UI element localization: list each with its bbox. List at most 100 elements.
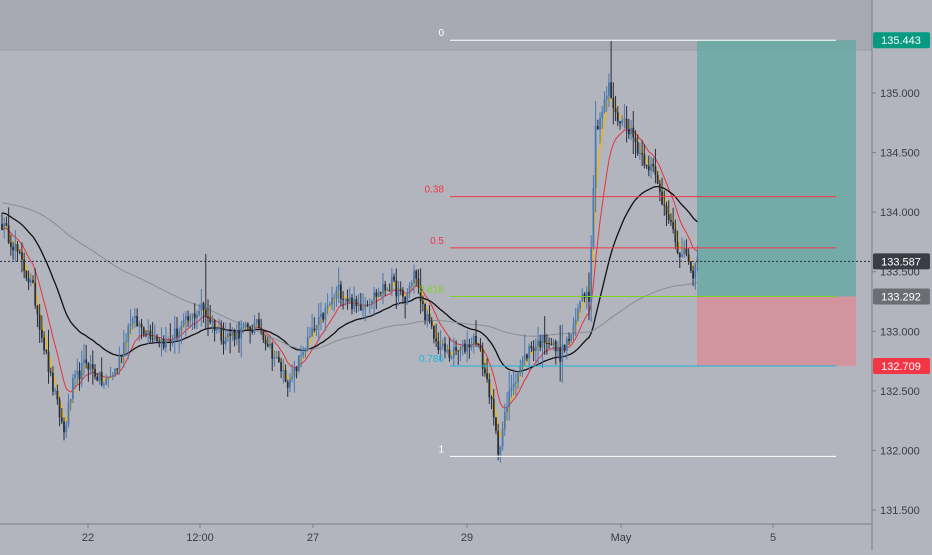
candle-body [342,298,345,300]
candle-body [681,254,683,258]
candle-body [421,301,424,305]
candle-body [408,285,411,294]
candle-body [448,349,451,358]
candle-body [490,397,493,400]
candle-body [654,166,657,175]
candle-body [337,284,340,291]
candle-body [3,223,6,230]
candle-body [694,262,697,279]
candle-body [249,326,251,331]
price-badges: 135.443 133.587 133.292 132.709 [873,32,930,374]
candle-body [246,323,249,327]
candle-body [568,338,570,341]
candle-body [140,323,143,328]
candle-body [29,280,32,283]
price-axis[interactable]: 135.000 134.500 134.000 133.500 133.000 132.5… [872,88,920,517]
candle-body [596,125,599,130]
candle-body [572,324,575,335]
price-badge [873,357,930,374]
candle-body [32,280,34,283]
candle-body [127,326,130,342]
candle-body [523,354,526,360]
candle-body [231,331,234,336]
candle-body [238,329,240,339]
candle-body [171,339,174,341]
candle-body [235,329,238,340]
candle-body [353,298,356,310]
candle-body [291,376,294,380]
candle-body [165,339,167,348]
candle-body [530,346,533,349]
time-tick-label: 27 [307,532,319,544]
price-tick-label: 133.500 [880,267,920,279]
candle-body [612,98,615,109]
candle-body [410,282,413,286]
candle-body [561,344,564,362]
candle-body [397,288,400,297]
candle-body [187,316,189,321]
price-axis-panel [872,0,932,550]
candle-body [461,343,464,348]
candle-body [269,343,271,347]
candle-body [286,381,289,388]
candle-body [645,165,648,167]
time-axis[interactable]: 22 12:00 27 29 May 5 [82,524,776,544]
candle-body [131,318,134,325]
candle-body [512,383,515,388]
candle-body [280,361,282,372]
candle-body [271,343,274,359]
candle-body [426,314,429,321]
price-badge-label: 133.587 [881,256,921,268]
candle-body [80,362,83,380]
candle-body [145,334,147,336]
position-profit-zone[interactable] [697,40,856,297]
candle-body [302,351,305,356]
candle-body [539,340,542,348]
candle-body [610,82,613,99]
candle-body [552,341,555,345]
candle-body [623,118,626,120]
price-tick-label: 133.000 [880,326,920,338]
candle-body [7,225,10,243]
candle-body [452,347,455,358]
candle-body [661,191,663,205]
candle-body [459,347,462,351]
candle-body [111,374,114,376]
candle-body [277,356,280,362]
candle-body [96,376,99,381]
candle-body [557,347,559,352]
candle-body [366,304,369,306]
position-loss-zone[interactable] [697,296,856,366]
candle-body [136,316,139,327]
candle-body [599,118,601,130]
candle-body [346,298,349,302]
candle-body [196,314,198,319]
candle-body [658,183,661,192]
candle-body [142,327,145,335]
candle-body [67,402,70,425]
candle-body [601,111,604,119]
candle-body [182,319,185,326]
candle-body [419,285,422,302]
candle-body [364,304,367,309]
candle-body [351,297,353,310]
candle-body [444,343,446,352]
candle-body [382,284,384,294]
long-moving-average-line [1,202,698,351]
candle-body [577,308,579,320]
candle-body [377,292,380,297]
candle-body [371,300,373,305]
candle-body [603,99,606,112]
candle-body [641,153,644,155]
candle-body [519,366,522,374]
candle-body [40,329,43,338]
candle-body [526,354,528,359]
candle-body [9,242,12,247]
candle-body [189,315,192,321]
candle-body [315,325,318,331]
candle-body [76,370,79,375]
candle-body [306,337,309,349]
candle-body [255,319,258,324]
candle-body [158,341,161,343]
